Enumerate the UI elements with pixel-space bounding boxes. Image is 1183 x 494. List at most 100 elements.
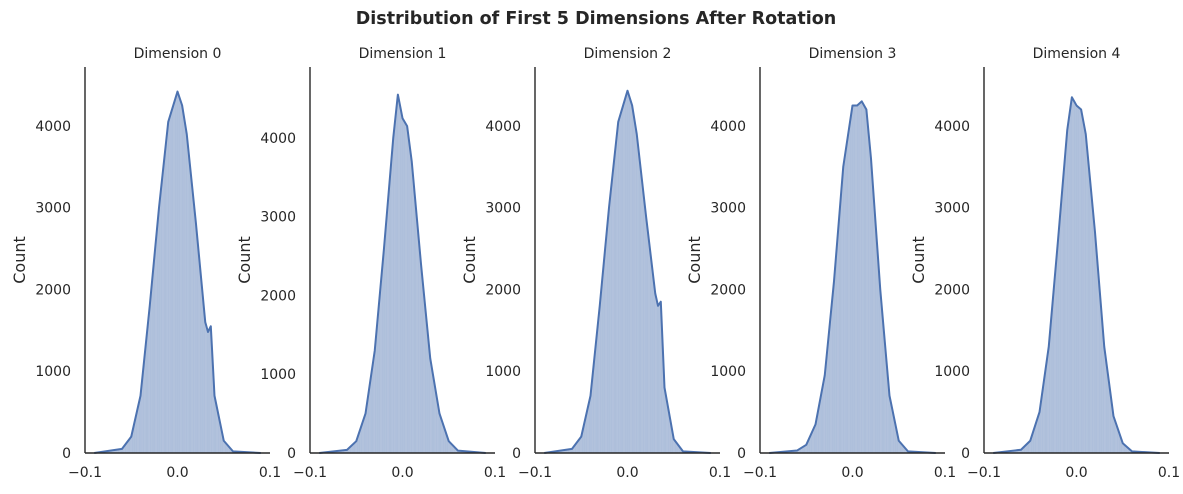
histogram-bar xyxy=(405,124,406,453)
histogram-bar xyxy=(652,276,653,453)
histogram-bar xyxy=(140,394,141,453)
histogram-bar xyxy=(639,157,640,453)
histogram-bar xyxy=(197,241,198,453)
y-tick-label: 3000 xyxy=(485,201,521,217)
histogram-bar xyxy=(872,181,873,453)
histogram-bar xyxy=(371,374,372,453)
histogram-bar xyxy=(372,365,373,453)
histogram-bar xyxy=(204,315,205,453)
histogram-bar xyxy=(604,254,605,453)
histogram-bar xyxy=(386,218,387,453)
histogram-bar xyxy=(394,123,395,453)
histogram-bar xyxy=(619,116,620,453)
histogram-bar xyxy=(201,285,202,453)
histogram-bar xyxy=(1083,125,1084,453)
histogram-bar xyxy=(832,298,833,453)
y-axis-label: Count xyxy=(460,236,479,284)
histogram-bar xyxy=(1085,133,1086,453)
histogram-bar xyxy=(148,313,149,453)
histogram-bar xyxy=(846,147,847,453)
histogram-bar xyxy=(191,186,192,453)
histogram-bar xyxy=(644,206,645,453)
histogram-bar xyxy=(187,145,188,453)
histogram-bar xyxy=(1074,102,1075,453)
histogram-bar xyxy=(1070,109,1071,453)
histogram-bar xyxy=(864,106,865,453)
histogram-bar xyxy=(844,156,845,453)
x-tick-label: 0.0 xyxy=(166,465,188,481)
histogram-bar xyxy=(382,266,383,453)
histogram-bar xyxy=(173,103,174,453)
histogram-bar xyxy=(616,133,617,453)
y-axis-label: Count xyxy=(235,236,254,284)
histogram-bar xyxy=(851,110,852,453)
histogram-bar xyxy=(839,215,840,453)
histogram-bar xyxy=(1061,193,1062,453)
histogram-bar xyxy=(875,221,876,453)
histogram-bar xyxy=(834,267,835,453)
y-tick-label: 1000 xyxy=(710,364,746,380)
histogram-bar xyxy=(637,144,638,453)
histogram-bar xyxy=(180,102,181,453)
histogram-bar xyxy=(1052,307,1053,453)
histogram-bar xyxy=(603,269,604,453)
histogram-bar xyxy=(364,417,365,453)
x-tick-label: 0.0 xyxy=(841,465,863,481)
histogram-bar xyxy=(1072,99,1073,453)
histogram-bar xyxy=(861,102,862,453)
histogram-bar xyxy=(853,105,854,453)
histogram-bar xyxy=(171,112,172,453)
histogram-bar xyxy=(384,234,385,453)
y-tick-label: 2000 xyxy=(35,282,71,298)
histogram-bar xyxy=(828,340,829,453)
histogram-bar xyxy=(658,305,659,453)
histogram-bar xyxy=(1064,160,1065,453)
histogram-bar xyxy=(169,117,170,454)
histogram-bar xyxy=(836,250,837,453)
histogram-bar xyxy=(375,343,376,453)
histogram-bar xyxy=(432,371,433,453)
histogram-bar xyxy=(830,312,831,453)
histogram-bar xyxy=(383,251,384,453)
histogram-bar xyxy=(434,387,435,453)
histogram-bar xyxy=(162,171,163,453)
histogram-bar xyxy=(440,417,441,453)
histogram-bar xyxy=(369,384,370,453)
subplot-title: Dimension 2 xyxy=(584,46,672,62)
histogram-bar xyxy=(409,149,410,453)
histogram-bar xyxy=(1107,373,1108,453)
histogram-bar xyxy=(1090,190,1091,453)
histogram-bar xyxy=(403,119,404,453)
histogram-bar xyxy=(1038,416,1039,453)
histogram-bar xyxy=(416,220,417,453)
histogram-bar xyxy=(1104,352,1105,453)
histogram-bar xyxy=(880,297,881,453)
histogram-bar xyxy=(814,427,815,453)
histogram-bar xyxy=(607,225,608,453)
x-tick-label: −0.1 xyxy=(743,465,777,481)
histogram-bar xyxy=(401,115,402,453)
histogram-bar xyxy=(589,401,590,453)
histogram-bar xyxy=(1078,107,1079,453)
subplot-title: Dimension 0 xyxy=(134,46,222,62)
histogram-bar xyxy=(189,159,190,453)
histogram-bar xyxy=(373,355,374,453)
histogram-bar xyxy=(641,181,642,453)
y-tick-label: 0 xyxy=(737,446,746,462)
histogram-bar xyxy=(1113,414,1114,453)
histogram-bar xyxy=(1097,269,1098,453)
histogram-bar xyxy=(161,184,162,453)
histogram-bar xyxy=(194,213,195,453)
histogram-bar xyxy=(1063,177,1064,453)
histogram-bar xyxy=(411,160,412,453)
subplot-title: Dimension 3 xyxy=(809,46,897,62)
histogram-bar xyxy=(857,105,858,453)
histogram-bar xyxy=(408,138,409,453)
y-tick-label: 0 xyxy=(287,446,296,462)
histogram-bar xyxy=(198,256,199,453)
histogram-bars xyxy=(993,99,1160,453)
histogram-bar xyxy=(207,330,208,453)
histogram-bar xyxy=(396,110,397,453)
histogram-bar xyxy=(822,386,823,453)
histogram-bar xyxy=(1089,176,1090,453)
